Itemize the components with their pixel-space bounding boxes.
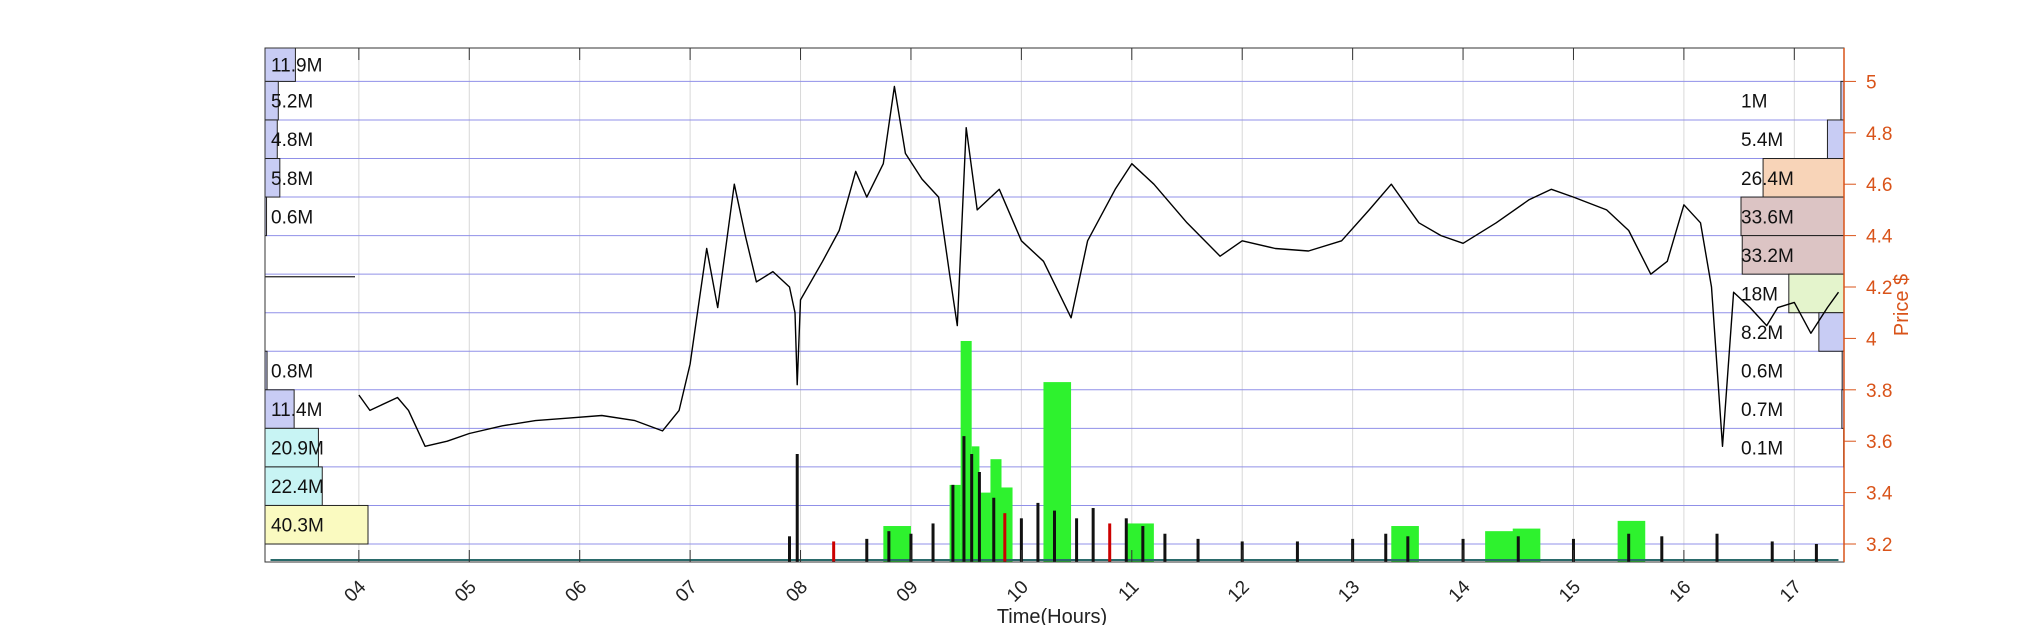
volume-block-green xyxy=(1126,523,1154,562)
left-profile-label: 22.4M xyxy=(271,477,324,498)
left-profile-label: 5.8M xyxy=(271,169,313,190)
volume-block-green xyxy=(1391,526,1419,562)
y-tick-label: 4.6 xyxy=(1866,175,1892,196)
right-axis-label: Price $ xyxy=(1891,274,1913,336)
x-axis-label: Time(Hours) xyxy=(997,606,1107,625)
right-profile-label: 1M xyxy=(1741,92,1767,113)
x-tick-label: 04 xyxy=(341,576,371,606)
x-tick-label: 13 xyxy=(1334,577,1364,607)
right-profile-bar xyxy=(1819,313,1844,352)
x-tick-label: 06 xyxy=(561,577,591,607)
x-tick-label: 14 xyxy=(1445,576,1475,606)
x-tick-label: 17 xyxy=(1776,577,1806,607)
y-tick-label: 5 xyxy=(1866,72,1877,93)
right-profile-label: 0.6M xyxy=(1741,362,1783,383)
x-tick-label: 16 xyxy=(1666,577,1696,607)
x-tick-label: 08 xyxy=(782,577,812,607)
y-tick-label: 3.2 xyxy=(1866,535,1892,556)
volume-block-green xyxy=(1618,521,1646,562)
right-profile-label: 5.4M xyxy=(1741,130,1783,151)
right-profile-label: 26.4M xyxy=(1741,169,1794,190)
left-profile-label: 0.6M xyxy=(271,207,313,228)
y-tick-label: 4.2 xyxy=(1866,278,1892,299)
y-tick-label: 3.8 xyxy=(1866,381,1892,402)
y-tick-label: 4.4 xyxy=(1866,227,1893,248)
volume-block-green xyxy=(979,493,990,562)
y-tick-label: 3.4 xyxy=(1866,484,1893,505)
x-tick-label: 15 xyxy=(1555,577,1585,607)
left-profile-label: 5.2M xyxy=(271,92,313,113)
volume-block-green xyxy=(1001,487,1012,562)
price-line xyxy=(359,87,1839,447)
right-profile-label: 18M xyxy=(1741,284,1778,305)
left-profile-label: 40.3M xyxy=(271,516,324,537)
volume-block-green xyxy=(950,485,961,562)
x-tick-label: 12 xyxy=(1224,577,1254,607)
left-profile-label: 11.4M xyxy=(271,400,322,421)
right-profile-label: 33.6M xyxy=(1741,207,1794,228)
volume-layer xyxy=(271,341,1839,562)
right-profile-label: 33.2M xyxy=(1741,246,1794,267)
right-profile-label: 0.7M xyxy=(1741,400,1783,421)
left-profile-label: 11.9M xyxy=(271,56,322,77)
x-tick-label: 09 xyxy=(893,577,923,607)
x-tick-label: 05 xyxy=(451,577,481,607)
volume-block-green xyxy=(990,459,1001,562)
price-layer xyxy=(359,87,1839,447)
volume-block-green xyxy=(961,341,972,562)
left-volume-profile: 11.9M 5.2M 4.8M 5.8M 0.6M 0.8M 11.4M 20.9M 22.4M… xyxy=(265,48,368,544)
right-profile-label: 0.1M xyxy=(1741,439,1783,460)
x-tick-label: 11 xyxy=(1115,577,1144,606)
axis-layer: 04 05 06 07 08 09 10 11 12 13 14 15 16 17 3.2 3.4 3.6 3.8… xyxy=(265,48,1893,606)
right-profile-bar xyxy=(1827,120,1844,159)
x-tick-label: 07 xyxy=(672,577,702,607)
left-profile-label: 4.8M xyxy=(271,130,313,151)
right-profile-label: 8.2M xyxy=(1741,323,1783,344)
x-tick-label: 10 xyxy=(1003,577,1033,607)
left-profile-label: 20.9M xyxy=(271,439,324,460)
volume-block-green xyxy=(1043,382,1071,562)
y-tick-label: 3.6 xyxy=(1866,432,1892,453)
right-volume-profile: 1M 5.4M 26.4M 33.6M 33.2M 18M 8.2M 0.6M 0.7M 0.1M xyxy=(1741,81,1844,466)
y-tick-label: 4.8 xyxy=(1866,124,1892,145)
left-profile-label: 0.8M xyxy=(271,362,313,383)
y-tick-label: 4 xyxy=(1866,329,1877,350)
